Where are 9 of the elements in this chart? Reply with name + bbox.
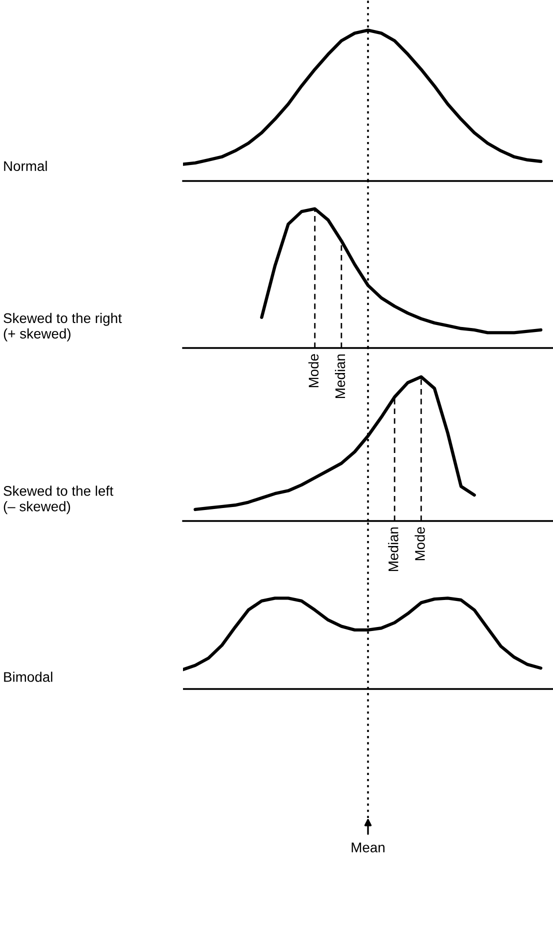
y-axis-title: Bimodal — [4, 672, 52, 682]
x-tick-label: Median — [334, 354, 346, 398]
x-tick-label: Mode — [414, 527, 425, 560]
y-axis-title: Skewed to the left (– skewed) — [4, 486, 114, 514]
y-axis-title: Normal — [4, 160, 47, 172]
x-tick-label: Median — [388, 527, 398, 571]
y-axis-title: Skewed to the right (+ skewed) — [4, 312, 122, 342]
x-axis-title: Mean — [352, 842, 384, 852]
x-tick-label: Mode — [308, 354, 319, 388]
